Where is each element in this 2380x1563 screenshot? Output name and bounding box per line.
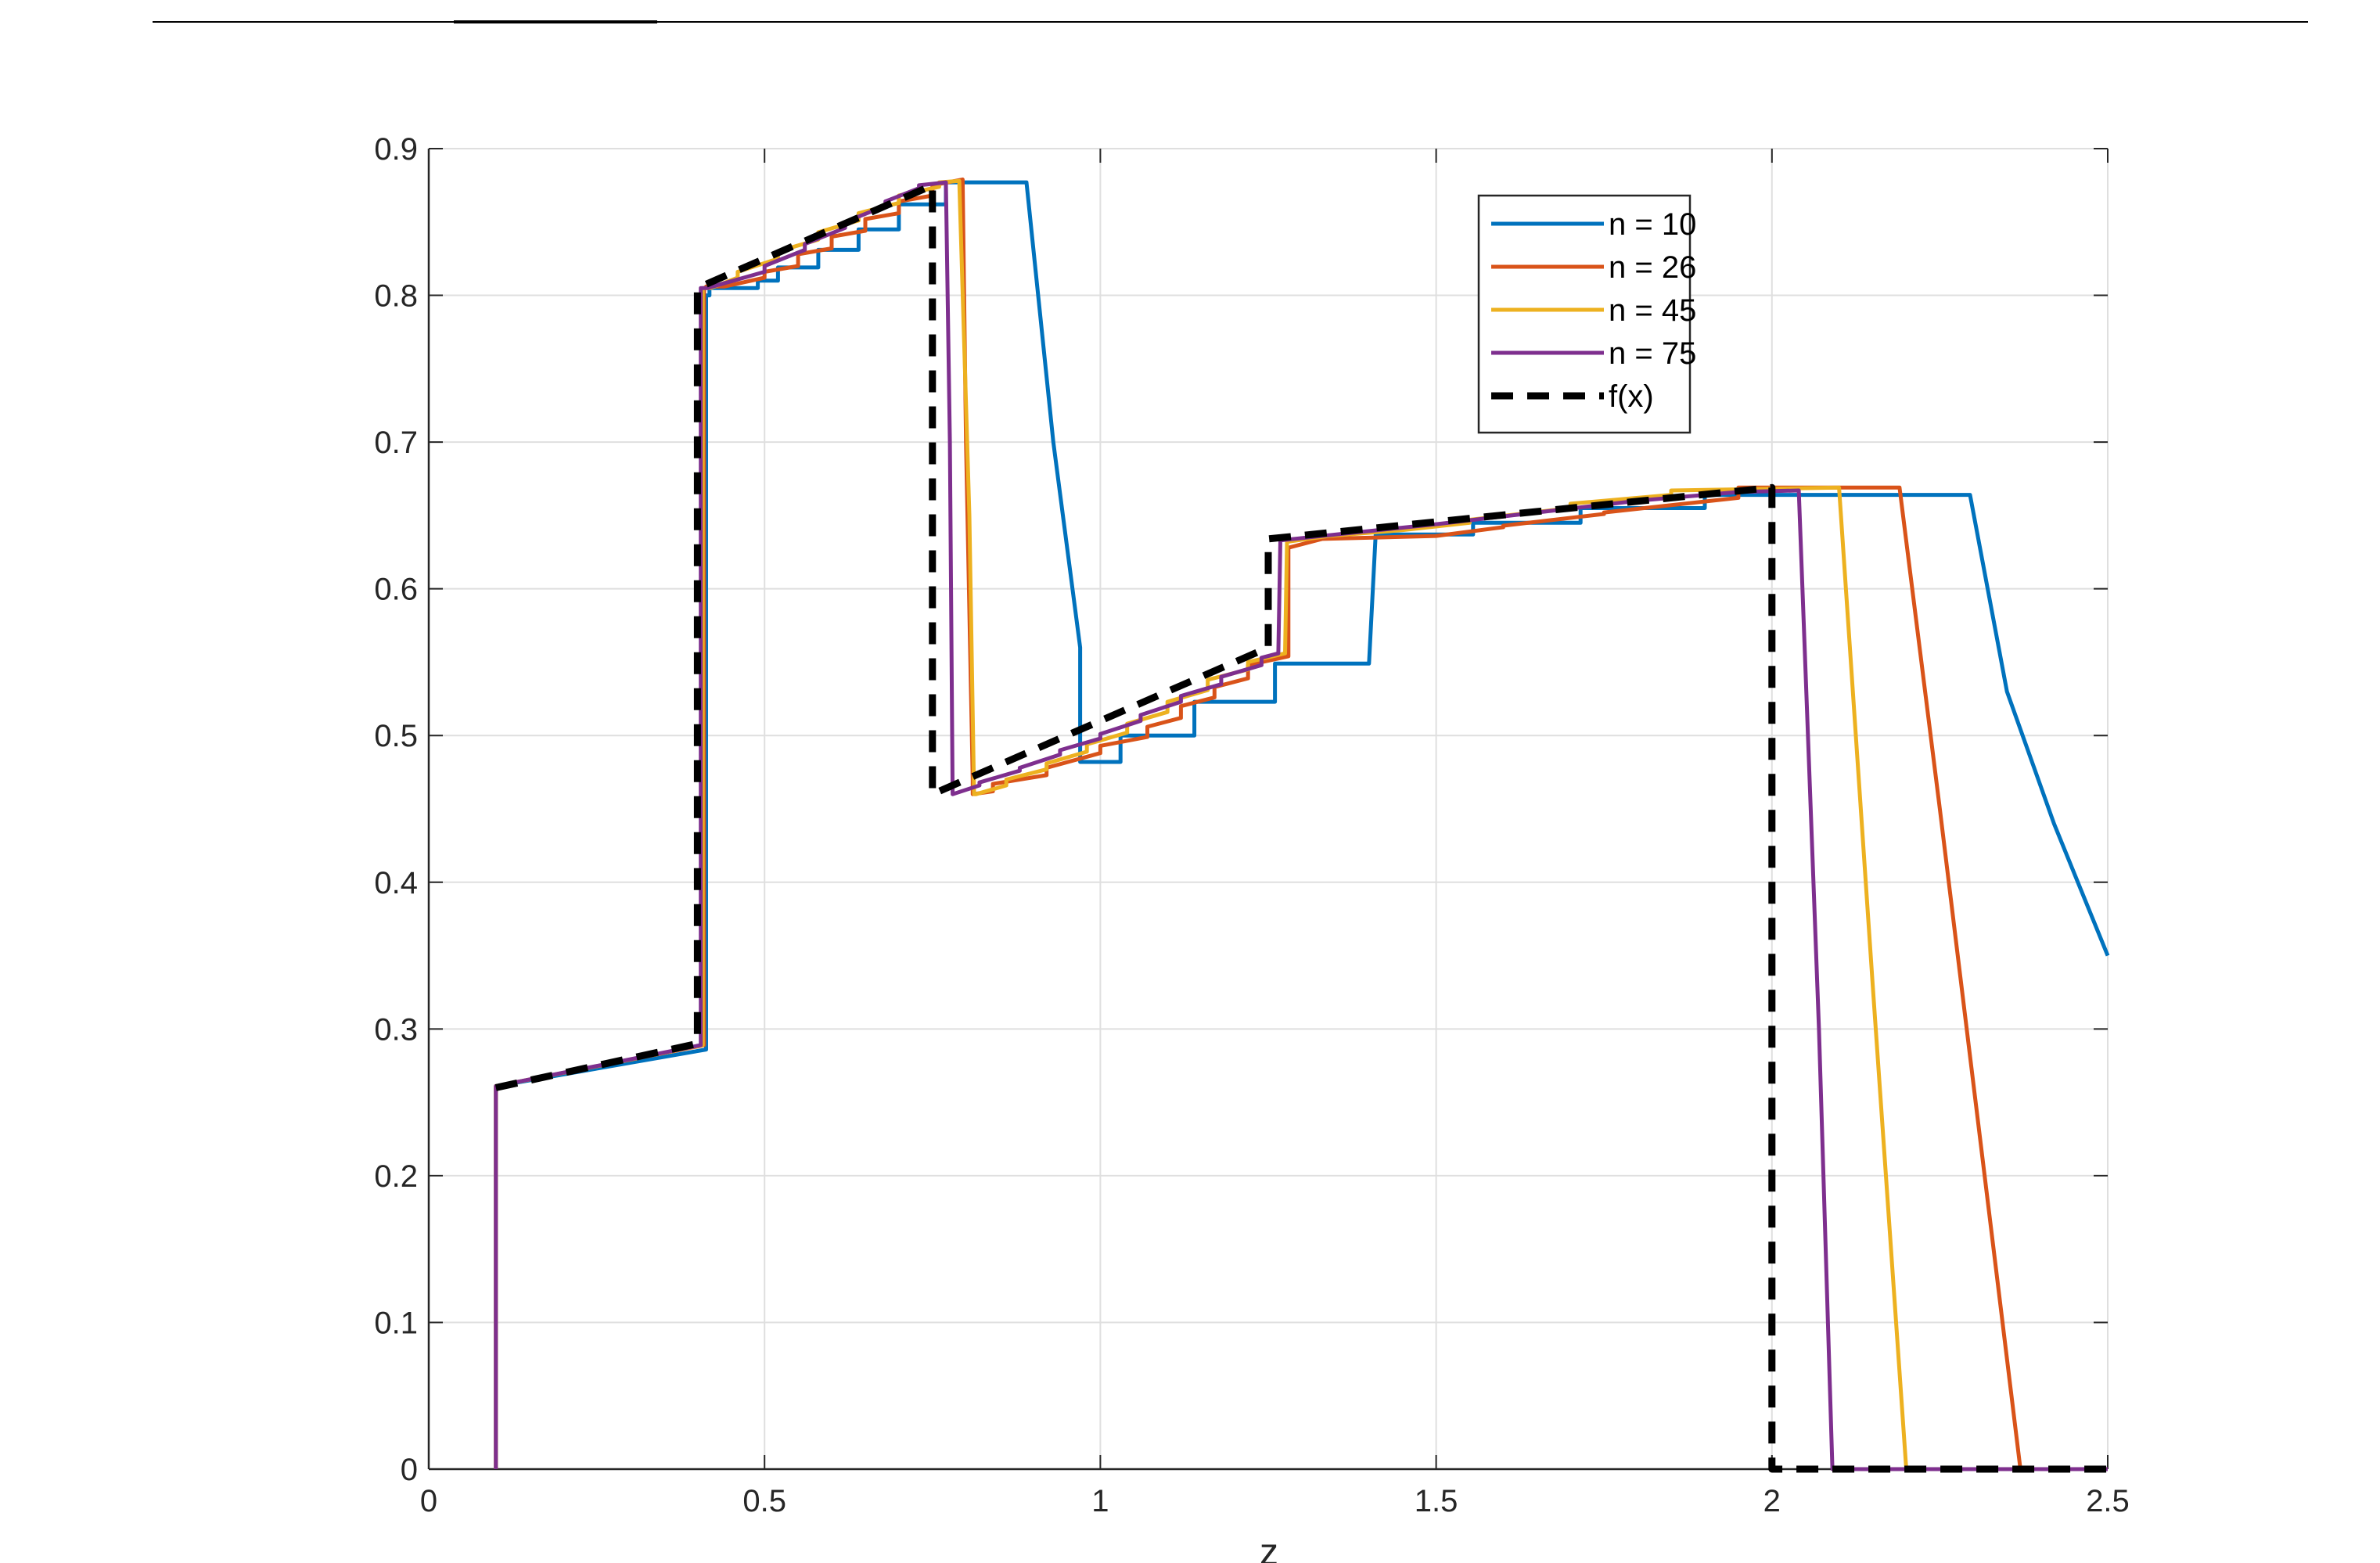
plot-background (429, 149, 2108, 1469)
series-line-n-26 (494, 177, 2108, 1471)
y-tick-label: 0.5 (374, 719, 418, 753)
y-tick-label: 0.7 (374, 426, 418, 460)
y-tick-label: 0.2 (374, 1159, 418, 1194)
x-tick-label: 2 (1763, 1484, 1781, 1518)
y-tick-label: 0.3 (374, 1012, 418, 1047)
x-tick-label: 1.5 (1415, 1484, 1458, 1518)
x-tick-label: 0 (420, 1484, 437, 1518)
legend-entry: n = 45 (1609, 293, 1696, 328)
series-line-f-x (494, 181, 2108, 1473)
y-tick-label: 0.1 (374, 1306, 418, 1340)
axes (427, 149, 2108, 1471)
x-tick-label: 2.5 (2086, 1484, 2130, 1518)
x-tick-label: 1 (1091, 1484, 1109, 1518)
plot-area (429, 149, 2108, 1469)
grid-lines (428, 148, 2109, 1470)
legend-entry: f(x) (1609, 379, 1654, 414)
series-line-n-75 (494, 180, 2108, 1471)
series-lines (494, 177, 2110, 1473)
x-tick-label: 0.5 (742, 1484, 786, 1518)
y-tick-label: 0.6 (374, 573, 418, 607)
y-tick-label: 0 (401, 1453, 418, 1487)
x-axis-ticks: 0 0.5 1 1.5 2 2.5 (420, 149, 2130, 1518)
y-axis-ticks: 0 0.1 0.2 0.3 0.4 0.5 0.6 0.7 0.8 0.9 (374, 132, 2108, 1487)
legend: n = 10 n = 26 n = 45 n = 75 f(x) (1477, 194, 1696, 434)
legend-entry: n = 75 (1609, 336, 1696, 371)
y-tick-label: 0.8 (374, 279, 418, 314)
legend-entry: n = 10 (1609, 207, 1696, 242)
legend-entry: n = 26 (1609, 250, 1696, 285)
x-axis-label: z (1260, 1532, 1278, 1563)
y-tick-label: 0.9 (374, 132, 418, 167)
y-tick-label: 0.4 (374, 866, 418, 900)
